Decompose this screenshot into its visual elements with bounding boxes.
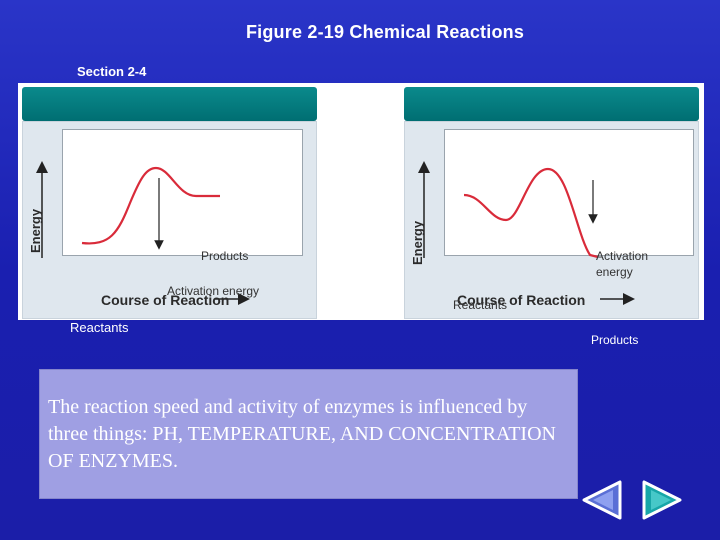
left-energy-curve	[81, 166, 220, 245]
right-panel-header	[404, 87, 699, 121]
section-label: Section 2-4	[77, 64, 147, 79]
enzyme-note-box: The reaction speed and activity of enzym…	[39, 369, 578, 499]
left-plot-area	[62, 129, 303, 256]
left-y-axis-label: Energy	[28, 208, 43, 253]
enzyme-note-text: The reaction speed and activity of enzym…	[48, 396, 556, 472]
figure-panel: Energy Course of Reaction Energy Course …	[18, 83, 704, 320]
left-x-axis-label: Course of Reaction	[101, 292, 230, 308]
right-x-axis-label: Course of Reaction	[457, 292, 586, 308]
left-panel-header	[22, 87, 317, 121]
back-button[interactable]	[580, 478, 624, 522]
forward-button[interactable]	[640, 478, 684, 522]
right-reactants-label: Reactants	[453, 298, 508, 312]
right-y-axis-label: Energy	[410, 220, 425, 265]
left-activation-energy-label: Activation energy	[167, 284, 260, 298]
right-activation-energy-label: Activation energy	[596, 249, 649, 279]
right-plot-area	[444, 129, 694, 256]
right-energy-curve	[463, 167, 599, 259]
chevron-left-icon	[582, 480, 622, 520]
right-products-label: Products	[591, 333, 639, 347]
energy-diagram	[36, 161, 635, 305]
slide-title: Figure 2-19 Chemical Reactions	[245, 22, 525, 42]
left-reactants-label: Reactants	[70, 320, 129, 335]
left-products-label: Products	[201, 249, 249, 263]
chevron-right-icon	[642, 480, 682, 520]
